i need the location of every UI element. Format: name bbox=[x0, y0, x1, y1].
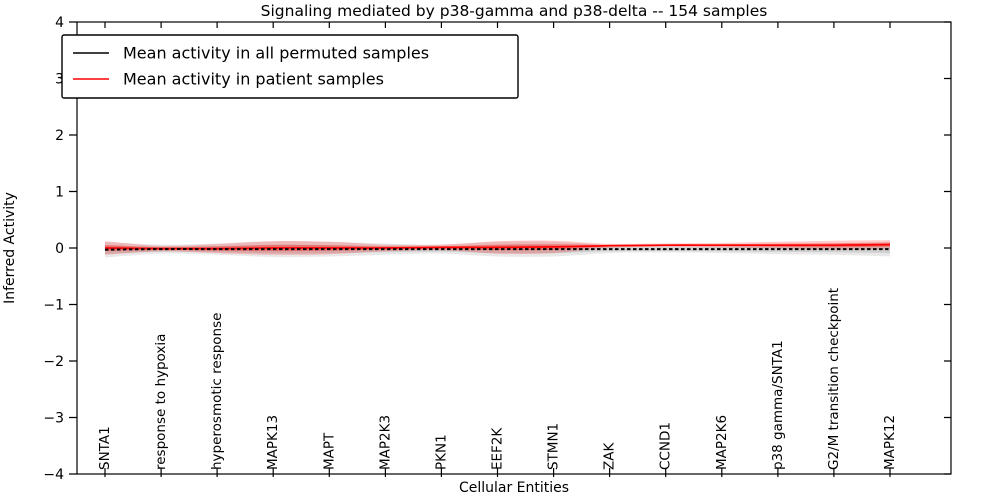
legend-label-patient: Mean activity in patient samples bbox=[123, 70, 384, 89]
axis-ticks bbox=[69, 21, 951, 477]
x-tick-label: MAPK13 bbox=[265, 415, 281, 470]
legend: Mean activity in all permuted samples Me… bbox=[61, 34, 519, 99]
x-tick-label: SNTA1 bbox=[97, 426, 113, 470]
x-tick-label: G2/M transition checkpoint bbox=[826, 288, 842, 470]
x-tick-labels: SNTA1 response to hypoxia hyperosmotic res… bbox=[97, 288, 898, 470]
chart-title: Signaling mediated by p38-gamma and p38-… bbox=[261, 2, 768, 20]
x-tick-label: ZAK bbox=[602, 442, 618, 470]
x-tick-label: response to hypoxia bbox=[153, 334, 169, 470]
mean-line-permuted bbox=[104, 248, 890, 251]
y-tick-label: −4 bbox=[43, 467, 64, 483]
x-tick-label: PKN1 bbox=[433, 434, 449, 470]
x-tick-label: MAP2K3 bbox=[377, 415, 393, 470]
x-tick-label: MAPK12 bbox=[882, 415, 898, 470]
x-tick-label: p38 gamma/SNTA1 bbox=[770, 340, 786, 470]
x-tick-label: CCND1 bbox=[658, 422, 674, 470]
x-axis-label: Cellular Entities bbox=[459, 480, 569, 496]
y-tick-label: 2 bbox=[55, 128, 64, 144]
series-layer bbox=[104, 243, 891, 251]
y-tick-label: 1 bbox=[55, 185, 64, 201]
x-tick-label: EEF2K bbox=[490, 427, 506, 470]
y-tick-label: −3 bbox=[43, 411, 64, 427]
y-tick-label: 3 bbox=[55, 72, 64, 88]
y-tick-label: 0 bbox=[55, 241, 64, 257]
y-axis-label: Inferred Activity bbox=[2, 192, 18, 304]
x-tick-label: MAP2K6 bbox=[714, 415, 730, 470]
y-tick-label: −1 bbox=[43, 298, 64, 314]
legend-box bbox=[61, 34, 519, 99]
ticks-layer bbox=[69, 21, 951, 477]
y-tick-label: −2 bbox=[43, 354, 64, 370]
x-tick-label: STMN1 bbox=[546, 423, 562, 470]
x-tick-label: MAPT bbox=[321, 432, 337, 470]
y-tick-label: 4 bbox=[55, 15, 64, 31]
x-tick-label: hyperosmotic response bbox=[209, 313, 225, 470]
legend-label-permuted: Mean activity in all permuted samples bbox=[123, 44, 429, 63]
y-tick-labels: 4 3 2 1 0 −1 −2 −3 −4 bbox=[43, 15, 64, 483]
